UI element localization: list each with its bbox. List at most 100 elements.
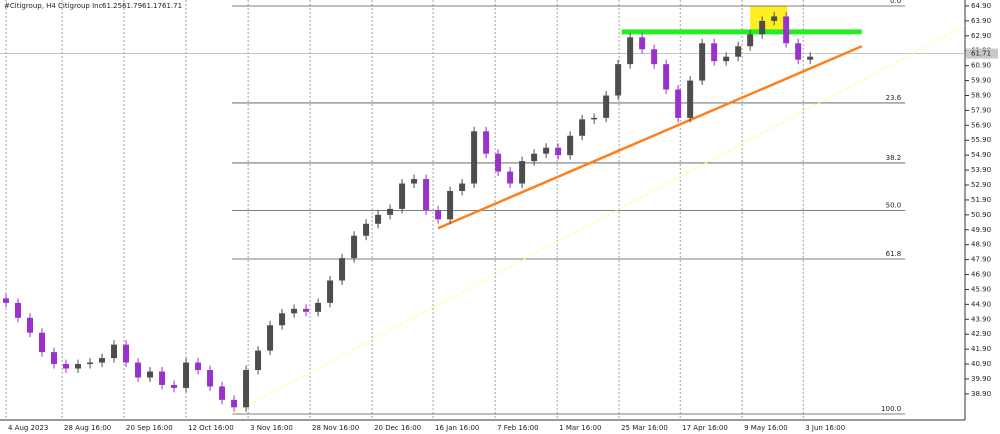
candle-body (543, 147, 550, 154)
candle-body (111, 344, 118, 359)
fib-label: 23.6 (886, 94, 902, 102)
candle-body (639, 37, 646, 50)
candle-body (711, 43, 718, 62)
y-tick-label: 41.90 (971, 345, 991, 353)
y-tick-label: 44.90 (971, 300, 991, 308)
candle-body (675, 89, 682, 118)
x-tick-label: 1 Mar 16:00 (559, 424, 601, 432)
y-tick-label: 62.90 (971, 32, 991, 40)
candle-body (327, 280, 334, 303)
candle-body (63, 364, 70, 369)
y-tick-label: 64.90 (971, 2, 991, 10)
y-tick-label: 38.90 (971, 390, 991, 398)
candle-body (687, 80, 694, 118)
candle-body (315, 302, 322, 312)
candle-body (303, 308, 310, 312)
y-tick-label: 59.90 (971, 77, 991, 85)
x-tick-label: 20 Sep 16:00 (126, 424, 173, 432)
candle-body (15, 302, 22, 318)
candle-body (519, 161, 526, 184)
candle-body (39, 332, 46, 353)
candle-body (243, 370, 250, 408)
y-tick-label: 58.90 (971, 91, 991, 99)
candle-body (423, 179, 430, 211)
fib-label: 38.2 (886, 154, 902, 162)
x-tick-label: 28 Aug 16:00 (64, 424, 111, 432)
highlight-box (750, 5, 788, 35)
candle-body (99, 358, 106, 363)
candle-body (3, 298, 10, 303)
candle-body (267, 325, 274, 351)
candle-body (591, 117, 598, 120)
x-tick-label: 28 Nov 16:00 (312, 424, 359, 432)
candle-body (747, 34, 754, 47)
candle-body (123, 344, 130, 363)
candle-body (255, 350, 262, 371)
candle-body (171, 384, 178, 388)
candle-body (351, 235, 358, 259)
y-tick-label: 47.90 (971, 256, 991, 264)
candle-body (663, 64, 670, 90)
ohlc-low: 61.17 (142, 2, 162, 10)
symbol: #Citigroup, H4 (4, 2, 56, 10)
fib-label: 50.0 (886, 201, 902, 209)
candle-body (555, 147, 562, 156)
y-tick-label: 55.90 (971, 136, 991, 144)
x-tick-label: 16 Jan 16:00 (435, 424, 479, 432)
candle-body (567, 135, 574, 156)
candle-body (807, 56, 814, 60)
candle-body (759, 20, 766, 35)
y-tick-label: 40.90 (971, 360, 991, 368)
ohlc-open: 61.25 (102, 2, 122, 10)
candle-body (507, 171, 514, 184)
candle-body (447, 190, 454, 220)
y-tick-label: 57.90 (971, 106, 991, 114)
current-price-label: 61.71 (971, 50, 991, 58)
candle-body (87, 362, 94, 365)
y-tick-label: 48.90 (971, 241, 991, 249)
current-price-tag (966, 48, 998, 59)
candle-body (531, 153, 538, 162)
y-tick-label: 60.90 (971, 62, 991, 70)
candle-body (603, 95, 610, 118)
candle-body (75, 364, 82, 369)
y-tick-label: 51.90 (971, 196, 991, 204)
x-tick-label: 4 Aug 2023 (8, 424, 48, 432)
y-tick-label: 45.90 (971, 285, 991, 293)
candle-body (615, 64, 622, 96)
candle-body (159, 371, 166, 385)
ohlc-high: 61.79 (122, 2, 142, 10)
candle-body (735, 46, 742, 57)
ohlc-close: 61.71 (162, 2, 182, 10)
candle-body (627, 37, 634, 65)
candle-body (495, 153, 502, 172)
candle-body (387, 208, 394, 215)
candle-body (723, 56, 730, 62)
candle-body (795, 43, 802, 60)
y-tick-label: 52.90 (971, 181, 991, 189)
fib-label: 0.0 (890, 0, 901, 5)
candle-body (471, 131, 478, 184)
x-tick-label: 3 Jun 16:00 (805, 424, 845, 432)
candle-body (435, 210, 442, 220)
y-tick-label: 56.90 (971, 121, 991, 129)
candle-body (339, 258, 346, 281)
candle-body (699, 43, 706, 81)
candle-body (483, 131, 490, 154)
x-tick-label: 9 May 16:00 (744, 424, 788, 432)
y-tick-label: 43.90 (971, 315, 991, 323)
candle-body (183, 362, 190, 388)
x-tick-label: 25 Mar 16:00 (621, 424, 668, 432)
trendline (231, 25, 966, 415)
y-tick-label: 63.90 (971, 17, 991, 25)
x-tick-label: 17 Apr 16:00 (682, 424, 728, 432)
trendline (437, 45, 863, 230)
y-tick-label: 50.90 (971, 211, 991, 219)
candle-body (771, 16, 778, 21)
candle-body (231, 399, 238, 408)
y-tick-label: 54.90 (971, 151, 991, 159)
candle-body (207, 370, 214, 387)
candle-body (291, 308, 298, 314)
